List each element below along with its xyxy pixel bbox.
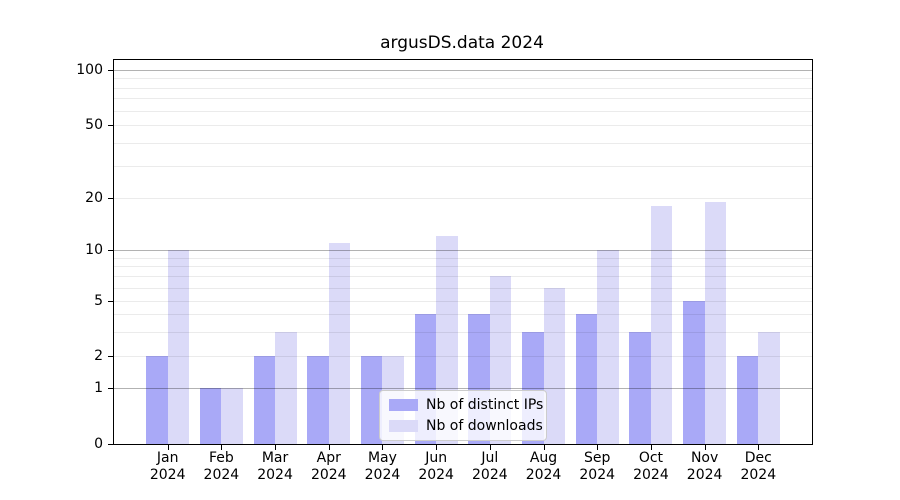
x-tick-mark-sep xyxy=(597,445,599,450)
y-tick-label-2: 2 xyxy=(94,348,103,364)
bar-dec-distinct-ips xyxy=(736,356,759,444)
x-tick-mark-jun xyxy=(436,445,438,450)
bar-feb-distinct-ips xyxy=(199,388,222,444)
gridline-100 xyxy=(114,70,812,71)
x-tick-label-sep: Sep 2024 xyxy=(579,450,616,483)
plot-area: Nb of distinct IPs Nb of downloads xyxy=(113,59,813,445)
gridline-40 xyxy=(114,142,812,144)
x-tick-label-aug: Aug 2024 xyxy=(525,450,562,483)
x-tick-mark-jan xyxy=(167,445,169,450)
y-tick-mark-100 xyxy=(108,70,113,71)
y-tick-mark-10 xyxy=(108,250,113,251)
x-tick-label-jun: Jun 2024 xyxy=(418,450,454,483)
legend-item-distinct-ips: Nb of distinct IPs xyxy=(389,397,543,413)
bar-nov-downloads xyxy=(704,201,727,444)
bar-mar-distinct-ips xyxy=(253,356,276,444)
bar-may-distinct-ips xyxy=(360,356,383,444)
y-tick-label-1: 1 xyxy=(94,380,103,396)
bar-oct-distinct-ips xyxy=(629,331,651,444)
bar-aug-downloads xyxy=(543,287,566,444)
legend-swatch-downloads xyxy=(389,420,418,432)
x-tick-mark-may xyxy=(382,445,384,450)
x-tick-label-oct: Oct 2024 xyxy=(633,450,669,483)
bar-apr-distinct-ips xyxy=(307,356,329,444)
gridline-90 xyxy=(114,78,812,80)
bar-sep-downloads xyxy=(597,250,619,444)
y-tick-mark-0 xyxy=(108,444,113,445)
bar-nov-distinct-ips xyxy=(683,301,705,444)
legend: Nb of distinct IPs Nb of downloads xyxy=(379,390,547,441)
gridline-60 xyxy=(114,110,812,112)
gridline-30 xyxy=(114,165,812,167)
chart-title: argusDS.data 2024 xyxy=(380,33,544,53)
gridline-70 xyxy=(114,98,812,100)
x-tick-label-may: May 2024 xyxy=(364,450,401,483)
bar-jan-downloads xyxy=(167,250,190,444)
legend-label-distinct-ips: Nb of distinct IPs xyxy=(426,397,544,413)
y-tick-mark-1 xyxy=(108,388,113,389)
x-tick-label-feb: Feb 2024 xyxy=(203,450,240,483)
x-tick-label-mar: Mar 2024 xyxy=(257,450,293,483)
x-tick-mark-mar xyxy=(275,445,277,450)
bar-oct-downloads xyxy=(650,205,673,444)
x-tick-label-jul: Jul 2024 xyxy=(472,450,508,483)
gridline-80 xyxy=(114,87,812,89)
bar-dec-downloads xyxy=(758,331,780,444)
y-tick-label-10: 10 xyxy=(85,242,103,258)
bar-apr-downloads xyxy=(328,242,351,444)
x-tick-mark-apr xyxy=(328,445,330,450)
x-tick-label-jan: Jan 2024 xyxy=(149,450,186,483)
y-tick-mark-50 xyxy=(108,125,113,126)
x-tick-mark-feb xyxy=(221,445,223,450)
x-tick-label-apr: Apr 2024 xyxy=(310,450,347,483)
y-tick-mark-5 xyxy=(108,301,113,302)
x-tick-mark-oct xyxy=(650,445,652,450)
y-tick-label-20: 20 xyxy=(85,190,103,206)
x-tick-mark-jul xyxy=(489,445,491,450)
bar-mar-downloads xyxy=(275,331,297,444)
bar-feb-downloads xyxy=(221,388,243,444)
y-tick-label-0: 0 xyxy=(94,436,103,452)
legend-label-downloads: Nb of downloads xyxy=(426,418,543,434)
legend-item-downloads: Nb of downloads xyxy=(389,418,543,434)
x-tick-label-dec: Dec 2024 xyxy=(740,450,777,483)
x-tick-mark-nov xyxy=(704,445,706,450)
y-tick-label-100: 100 xyxy=(76,62,103,78)
legend-swatch-distinct-ips xyxy=(389,399,418,411)
x-tick-label-nov: Nov 2024 xyxy=(686,450,723,483)
bar-sep-distinct-ips xyxy=(575,314,598,444)
y-tick-label-50: 50 xyxy=(85,117,103,133)
x-tick-mark-aug xyxy=(543,445,545,450)
x-tick-mark-dec xyxy=(758,445,760,450)
y-tick-mark-20 xyxy=(108,198,113,199)
bar-jan-distinct-ips xyxy=(146,356,168,444)
y-tick-mark-2 xyxy=(108,356,113,357)
y-tick-label-5: 5 xyxy=(94,293,103,309)
gridline-20 xyxy=(114,198,812,199)
gridline-50 xyxy=(114,125,812,126)
